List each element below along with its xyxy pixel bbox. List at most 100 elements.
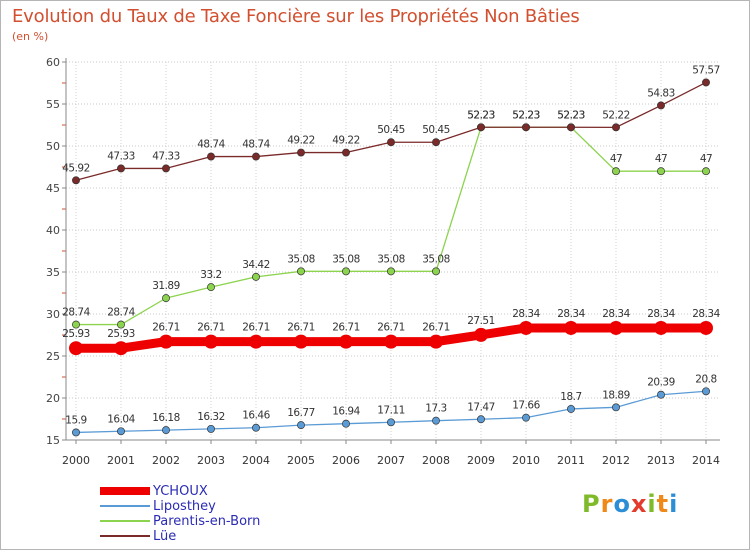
data-point bbox=[72, 428, 80, 437]
data-label: 48.74 bbox=[197, 139, 225, 151]
data-label: 52.23 bbox=[512, 109, 540, 121]
data-label: 26.71 bbox=[422, 322, 450, 334]
data-point bbox=[387, 418, 395, 427]
data-point bbox=[72, 176, 80, 185]
data-label: 25.93 bbox=[107, 328, 135, 340]
data-point bbox=[249, 334, 263, 349]
logo-letter: x bbox=[630, 490, 648, 518]
logo-letter: i bbox=[669, 490, 679, 518]
x-tick-label: 2008 bbox=[422, 454, 450, 467]
y-tick-label: 45 bbox=[46, 182, 60, 195]
data-label: 47.33 bbox=[152, 150, 180, 162]
data-point bbox=[117, 320, 125, 329]
data-label: 26.71 bbox=[377, 322, 405, 334]
data-label: 54.83 bbox=[647, 87, 675, 99]
data-label: 52.23 bbox=[467, 109, 495, 121]
data-point bbox=[702, 387, 710, 396]
data-label: 45.92 bbox=[62, 162, 90, 174]
x-tick-label: 2000 bbox=[62, 454, 90, 467]
data-label: 47 bbox=[655, 153, 667, 165]
data-point bbox=[522, 123, 530, 132]
data-point bbox=[702, 78, 710, 87]
y-tick-label: 60 bbox=[46, 56, 60, 69]
data-label: 16.77 bbox=[287, 407, 315, 419]
data-label: 17.3 bbox=[425, 403, 446, 415]
data-label: 35.08 bbox=[332, 253, 360, 265]
legend-item: YCHOUX bbox=[100, 484, 360, 499]
legend-label: Parentis-en-Born bbox=[153, 514, 261, 529]
data-point bbox=[114, 341, 128, 356]
data-label: 52.23 bbox=[557, 109, 585, 121]
data-label: 26.71 bbox=[332, 322, 360, 334]
x-tick-label: 2006 bbox=[332, 454, 360, 467]
data-label: 16.94 bbox=[332, 406, 360, 418]
data-label: 35.08 bbox=[422, 253, 450, 265]
x-tick-label: 2007 bbox=[377, 454, 405, 467]
data-label: 28.34 bbox=[692, 308, 720, 320]
data-point bbox=[477, 415, 485, 424]
data-label: 28.74 bbox=[107, 307, 135, 319]
data-point bbox=[657, 101, 665, 110]
legend-item: Liposthey bbox=[100, 499, 360, 514]
data-point bbox=[297, 267, 305, 276]
data-point bbox=[384, 334, 398, 349]
data-label: 28.34 bbox=[602, 308, 630, 320]
y-tick-label: 35 bbox=[46, 266, 60, 279]
data-label: 17.47 bbox=[467, 401, 495, 413]
data-point bbox=[432, 416, 440, 425]
logo-letter: i bbox=[647, 490, 657, 518]
data-label: 18.89 bbox=[602, 389, 630, 401]
data-point bbox=[69, 341, 83, 356]
data-label: 26.71 bbox=[197, 322, 225, 334]
data-point bbox=[207, 283, 215, 292]
data-label: 18.7 bbox=[560, 391, 581, 403]
x-tick-label: 2010 bbox=[512, 454, 540, 467]
data-label: 50.45 bbox=[377, 124, 405, 136]
data-point bbox=[252, 152, 260, 161]
data-label: 49.22 bbox=[332, 135, 360, 147]
legend-label: YCHOUX bbox=[153, 484, 208, 499]
data-point bbox=[657, 167, 665, 176]
data-point bbox=[159, 334, 173, 349]
legend-swatch bbox=[100, 520, 150, 522]
data-label: 26.71 bbox=[242, 322, 270, 334]
data-point bbox=[432, 267, 440, 276]
data-point bbox=[567, 404, 575, 413]
data-label: 17.11 bbox=[377, 404, 405, 416]
data-label: 20.8 bbox=[695, 373, 716, 385]
data-point bbox=[519, 320, 533, 335]
data-point bbox=[204, 334, 218, 349]
data-point bbox=[612, 123, 620, 132]
data-point bbox=[609, 320, 623, 335]
data-point bbox=[117, 164, 125, 173]
data-label: 35.08 bbox=[377, 253, 405, 265]
data-point bbox=[294, 334, 308, 349]
data-label: 47 bbox=[610, 153, 622, 165]
data-point bbox=[429, 334, 443, 349]
legend-swatch bbox=[100, 535, 150, 537]
proxiti-logo: Proxiti bbox=[582, 490, 678, 518]
y-unit-label: (en %) bbox=[12, 30, 49, 43]
x-tick-label: 2009 bbox=[467, 454, 495, 467]
data-point bbox=[252, 272, 260, 281]
data-point bbox=[297, 421, 305, 430]
legend-item: Lüe bbox=[100, 529, 360, 544]
data-label: 47 bbox=[700, 153, 712, 165]
data-label: 52.23 bbox=[512, 109, 540, 121]
data-point bbox=[342, 148, 350, 157]
data-point bbox=[477, 123, 485, 132]
data-point bbox=[207, 152, 215, 161]
logo-letter: P bbox=[582, 490, 601, 518]
logo-letter: t bbox=[656, 490, 670, 518]
data-label: 15.9 bbox=[65, 414, 86, 426]
logo-letter: o bbox=[613, 490, 631, 518]
data-point bbox=[654, 320, 668, 335]
x-tick-label: 2004 bbox=[242, 454, 270, 467]
data-point bbox=[522, 413, 530, 422]
data-point bbox=[297, 148, 305, 157]
data-label: 16.32 bbox=[197, 411, 225, 423]
data-label: 48.74 bbox=[242, 139, 270, 151]
data-point bbox=[387, 138, 395, 147]
data-label: 26.71 bbox=[287, 322, 315, 334]
